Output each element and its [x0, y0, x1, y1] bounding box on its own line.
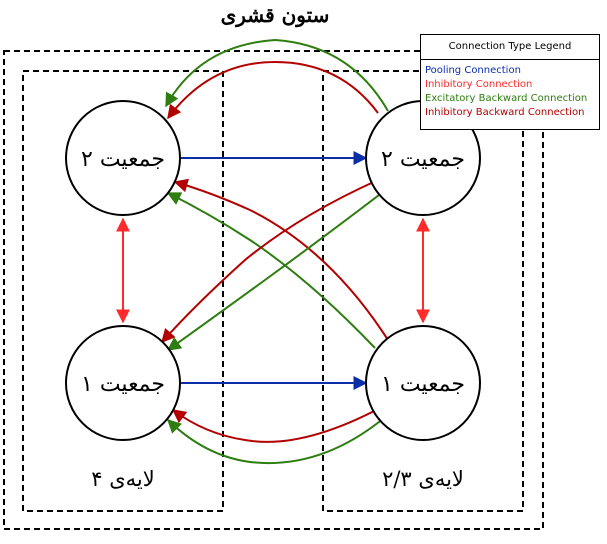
node-layer23-pop1-label: جمعیت ۱	[381, 372, 465, 397]
diagram-title: ستون قشری	[221, 3, 330, 28]
inhibitory-backward-cross-l23pop2-to-l4pop1	[161, 179, 379, 344]
excitatory-backward-cross-l23pop1-to-l4pop2	[166, 192, 376, 349]
legend-item-inhibitory: Inhibitory Connection	[425, 79, 533, 90]
node-layer23-pop1: جمعیت ۱	[365, 325, 481, 441]
node-layer4-pop1: جمعیت ۱	[65, 325, 181, 441]
excitatory-backward-top-arc	[165, 38, 389, 112]
inhibitory-backward-bottom-arc	[171, 407, 381, 443]
node-layer4-pop1-label: جمعیت ۱	[81, 372, 165, 397]
legend-item-pooling: Pooling Connection	[425, 65, 521, 76]
excitatory-backward-bottom-arc	[166, 417, 385, 465]
excitatory-backward-cross-l23pop2-to-l4pop1	[166, 191, 384, 351]
legend-title: Connection Type Legend	[421, 35, 599, 60]
node-layer23-pop2-label: جمعیت ۲	[381, 147, 465, 172]
connection-type-legend: Connection Type Legend Pooling Connectio…	[420, 34, 600, 130]
legend-item-inhibitory-backward: Inhibitory Backward Connection	[425, 107, 585, 118]
layer-4-label: لایه‌ی ۴	[91, 467, 154, 491]
layer-23-label: لایه‌ی ۲/۳	[382, 467, 464, 491]
node-layer4-pop2: جمعیت ۲	[65, 100, 181, 216]
inhibitory-backward-top-arc	[167, 60, 379, 120]
node-layer4-pop2-label: جمعیت ۲	[81, 147, 165, 172]
cortical-column-box	[3, 50, 544, 530]
legend-item-excitatory-backward: Excitatory Backward Connection	[425, 93, 588, 104]
inhibitory-backward-cross-l23pop1-to-l4pop2	[173, 178, 389, 341]
legend-list: Pooling Connection Inhibitory Connection…	[421, 60, 599, 120]
layer-4-box	[22, 70, 224, 512]
